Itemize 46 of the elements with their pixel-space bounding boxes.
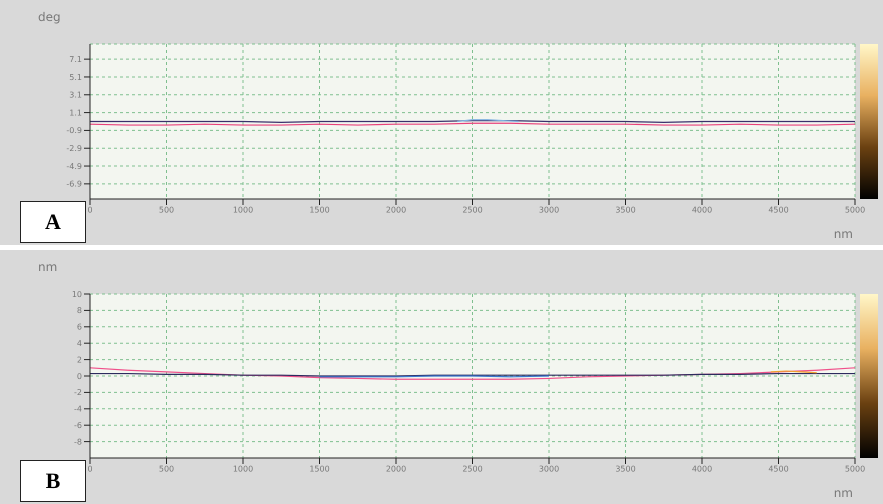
y-tick-label: 1.1: [69, 108, 82, 118]
y-tick-label: 4: [76, 339, 82, 348]
y-tick-label: -2.9: [66, 144, 82, 154]
x-tick-label: 4000: [692, 464, 712, 474]
x-axis-title: nm: [834, 227, 853, 241]
y-tick-label: 7.1: [69, 54, 82, 64]
y-tick-label: 5.1: [69, 72, 82, 82]
x-tick-label: 5000: [844, 206, 866, 215]
x-tick-label: 1000: [232, 464, 254, 474]
x-tick-label: 0: [87, 464, 93, 474]
y-tick-label: 3.1: [69, 90, 82, 100]
x-tick-label: 500: [158, 206, 174, 215]
y-tick-label: -4.9: [66, 162, 82, 171]
y-tick-label: 8: [76, 306, 82, 316]
x-tick-label: 2000: [386, 206, 406, 215]
x-tick-label: 500: [158, 464, 174, 474]
y-axis-title: deg: [38, 10, 61, 24]
x-tick-label: 3000: [538, 206, 560, 215]
y-tick-label: -6.9: [66, 180, 82, 189]
x-tick-label: 1500: [309, 206, 330, 215]
x-tick-label: 2500: [462, 206, 483, 215]
y-tick-label: -8: [74, 437, 82, 446]
y-axis-title: nm: [38, 260, 58, 274]
x-tick-label: 1000: [232, 206, 254, 215]
x-tick-label: 2500: [462, 464, 483, 474]
x-tick-label: 5000: [844, 464, 866, 474]
y-tick-label: -6: [74, 421, 82, 430]
x-tick-label: 3500: [615, 464, 636, 474]
y-tick-label: -4: [74, 404, 82, 414]
x-tick-label: 0: [87, 206, 93, 215]
y-tick-label: 6: [76, 322, 82, 332]
y-tick-label: 10: [72, 290, 82, 299]
text: A: [20, 201, 86, 243]
x-tick-label: 4000: [692, 206, 712, 215]
y-tick-label: -0.9: [66, 126, 82, 136]
y-tick-label: -2: [74, 388, 82, 398]
x-tick-label: 3000: [538, 464, 560, 474]
x-tick-label: 4500: [768, 206, 789, 215]
y-tick-label: 2: [76, 355, 82, 364]
text: B: [20, 460, 86, 502]
x-axis-title: nm: [834, 486, 853, 500]
x-tick-label: 3500: [615, 206, 636, 215]
y-tick-label: 0: [76, 372, 82, 381]
x-tick-label: 1500: [309, 464, 330, 474]
x-tick-label: 4500: [768, 464, 789, 474]
x-tick-label: 2000: [386, 464, 406, 474]
